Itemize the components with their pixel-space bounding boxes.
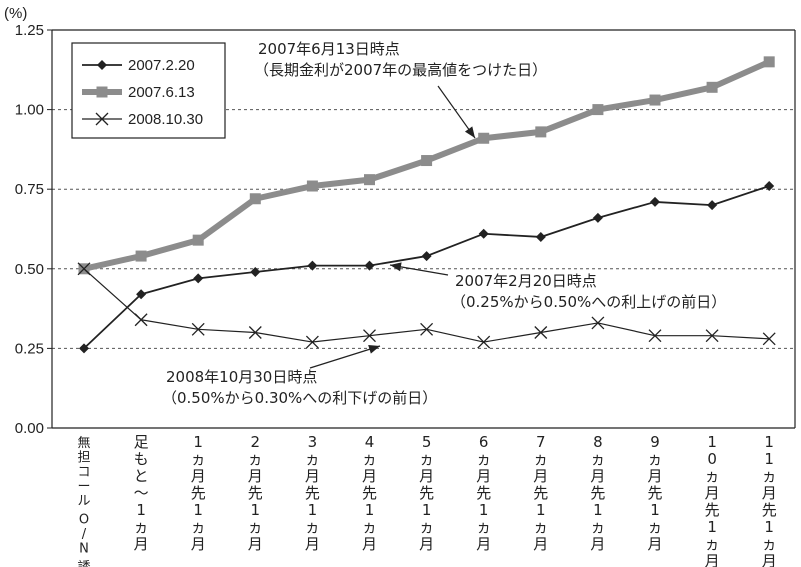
y-tick-label: 0.50 [15, 261, 44, 278]
legend: 2007.2.20 2007.6.13 2008.10.30 [71, 42, 226, 139]
data-point [705, 329, 719, 343]
data-point [478, 132, 490, 144]
annotation-arrowhead [390, 262, 402, 272]
data-point [706, 81, 718, 93]
data-point [79, 343, 89, 354]
data-point [193, 273, 204, 284]
y-tick-label: 1.00 [15, 102, 44, 119]
x-tick-label: 7 ヵ月先 1 ヵ月 [533, 433, 548, 553]
data-point [478, 228, 489, 239]
data-point [421, 251, 432, 262]
data-point [364, 260, 375, 271]
annotation-arrowhead [464, 126, 475, 138]
y-tick-labels: 0.00 0.25 0.50 0.75 1.00 1.25 [15, 22, 44, 437]
y-tick-label: 0.75 [15, 181, 44, 198]
data-point [420, 322, 434, 336]
data-point [764, 181, 775, 192]
data-point [649, 94, 661, 106]
annotation-text: 2008年10月30日時点（0.50%から0.30%への利下げの前日） [162, 368, 437, 407]
data-point [648, 329, 662, 343]
gridlines [52, 109, 795, 349]
data-point [477, 335, 491, 349]
data-point [592, 212, 603, 223]
x-tick-label: 9 ヵ月先 1 ヵ月 [647, 433, 662, 553]
legend-marker [97, 60, 107, 70]
legend-label: 2008.10.30 [128, 111, 203, 128]
series-lines [77, 56, 776, 354]
x-tick-label: 足もと〜 1 ヵ月 [134, 433, 149, 553]
x-tick-label: 4 ヵ月先 1 ヵ月 [362, 433, 377, 553]
x-tick-label: 3 ヵ月先 1 ヵ月 [305, 433, 320, 553]
data-point [364, 174, 375, 186]
x-tick-label: 1 0 ヵ月先 1 ヵ月 [705, 433, 720, 567]
data-point [535, 126, 547, 138]
data-point [707, 200, 718, 211]
data-point [421, 155, 433, 167]
data-point [249, 193, 261, 205]
data-point [192, 234, 204, 246]
data-point [535, 231, 546, 242]
data-point [650, 196, 660, 207]
annotations: 2007年6月13日時点（長期金利が2007年の最高値をつけた日） 2007年2月… [162, 40, 726, 407]
y-tick-label: 1.25 [15, 22, 44, 39]
annotation-text: 2007年2月20日時点（0.25%から0.50%への利上げの前日） [451, 272, 726, 311]
axes [47, 29, 796, 429]
data-point [305, 335, 319, 349]
data-point [136, 289, 147, 300]
x-tick-label: 1 1 ヵ月先 1 ヵ月 [762, 433, 777, 567]
x-tick-label: 2 ヵ月先 1 ヵ月 [248, 433, 263, 553]
x-tick-label: 8 ヵ月先 1 ヵ月 [590, 433, 605, 553]
data-point [306, 180, 318, 192]
x-tick-label: 1 ヵ月先 1 ヵ月 [191, 433, 206, 553]
data-point [134, 313, 148, 327]
x-tick-label: 6 ヵ月先 1 ヵ月 [476, 433, 491, 553]
data-point [135, 250, 147, 262]
legend-label: 2007.6.13 [128, 84, 195, 101]
data-point [591, 316, 605, 330]
series-line-2007.2.20 [83, 185, 770, 350]
legend-marker [95, 112, 109, 126]
data-point [763, 56, 775, 68]
data-point [592, 104, 604, 116]
y-axis-unit: (%) [4, 5, 27, 22]
y-tick-label: 0.25 [15, 340, 44, 357]
annotation-arrowhead [368, 345, 380, 354]
data-point [77, 262, 91, 276]
data-point [250, 266, 261, 277]
x-tick-label: 5 ヵ月先 1 ヵ月 [419, 433, 434, 553]
data-point [534, 326, 548, 339]
data-point [762, 332, 776, 346]
data-point [363, 329, 376, 343]
data-point [248, 326, 262, 339]
data-point [191, 322, 205, 336]
data-point [307, 260, 318, 271]
legend-marker [96, 86, 108, 98]
annotation-text: 2007年6月13日時点（長期金利が2007年の最高値をつけた日） [254, 40, 547, 79]
y-tick-label: 0.00 [15, 420, 44, 437]
annotation-arrow [309, 345, 381, 369]
legend-label: 2007.2.20 [128, 57, 195, 74]
